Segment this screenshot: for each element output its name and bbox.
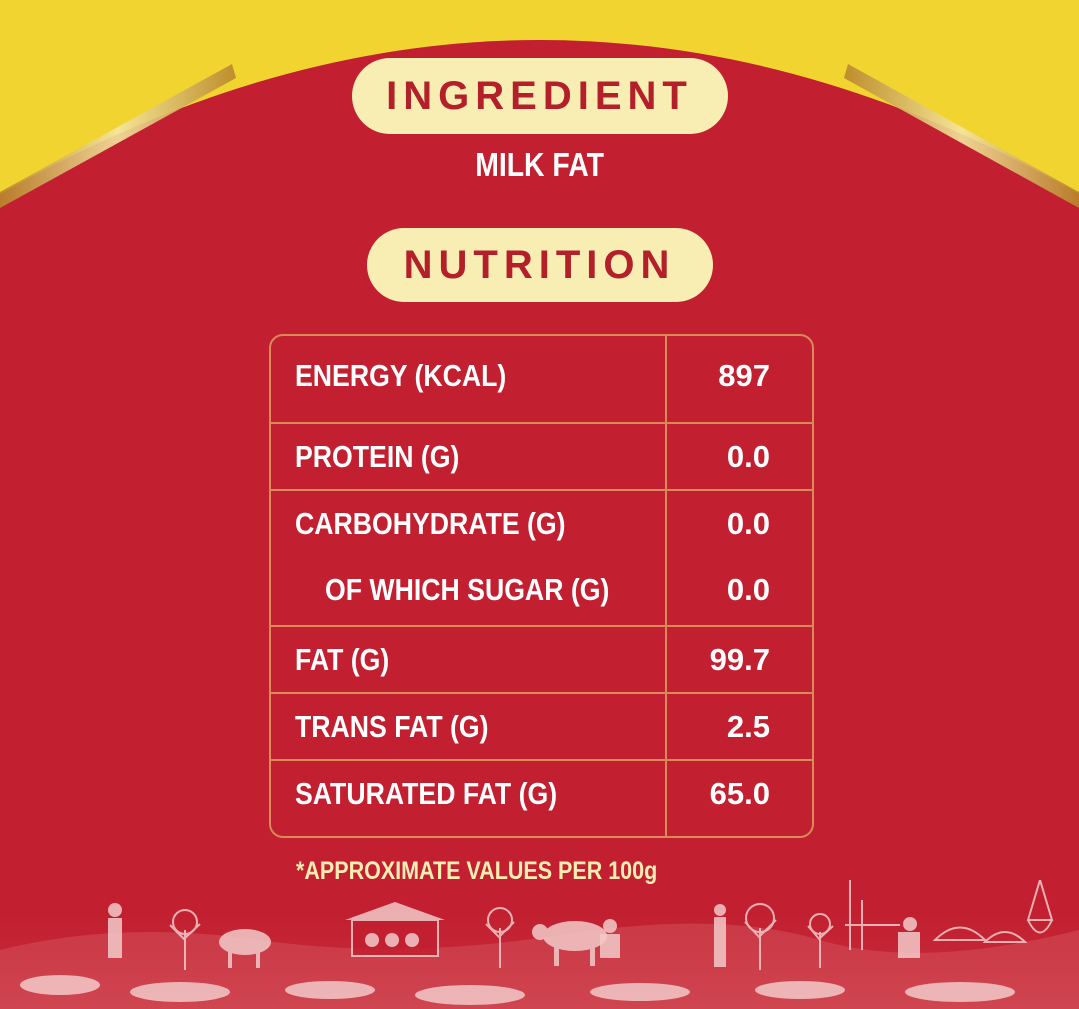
village-illustration <box>0 880 1079 1009</box>
row-label: ENERGY (KCAL) <box>295 357 507 393</box>
row-label: PROTEIN (G) <box>295 438 460 474</box>
nutrition-heading: NUTRITION <box>366 228 713 302</box>
table-row-sugar: OF WHICH SUGAR (G) 0.0 <box>271 556 812 623</box>
table-row-protein: PROTEIN (G) 0.0 <box>271 422 812 489</box>
row-value: 0.0 <box>726 505 770 541</box>
table-row-saturated-fat: SATURATED FAT (G) 65.0 <box>271 759 812 826</box>
row-value: 897 <box>718 357 770 393</box>
table-row-trans-fat: TRANS FAT (G) 2.5 <box>271 692 812 759</box>
table-row-energy: ENERGY (KCAL) 897 <box>271 342 812 409</box>
ingredient-heading: INGREDIENT <box>351 58 728 134</box>
row-value: 99.7 <box>709 641 770 677</box>
row-value: 0.0 <box>726 438 770 474</box>
column-divider <box>665 336 667 836</box>
nutrition-table: ENERGY (KCAL) 897 PROTEIN (G) 0.0 CARBOH… <box>269 334 814 838</box>
row-value: 2.5 <box>726 708 770 744</box>
table-row-carbohydrate: CARBOHYDRATE (G) 0.0 <box>271 489 812 556</box>
ingredient-value: MILK FAT <box>475 146 604 183</box>
row-label: TRANS FAT (G) <box>295 708 489 744</box>
row-label: CARBOHYDRATE (G) <box>295 505 566 541</box>
row-value: 65.0 <box>709 775 770 811</box>
row-label: FAT (G) <box>295 641 390 677</box>
row-value: 0.0 <box>726 571 770 607</box>
row-label: OF WHICH SUGAR (G) <box>325 571 610 607</box>
row-label: SATURATED FAT (G) <box>295 775 558 811</box>
table-row-fat: FAT (G) 99.7 <box>271 625 812 692</box>
footnote: *APPROXIMATE VALUES PER 100g <box>296 857 658 885</box>
